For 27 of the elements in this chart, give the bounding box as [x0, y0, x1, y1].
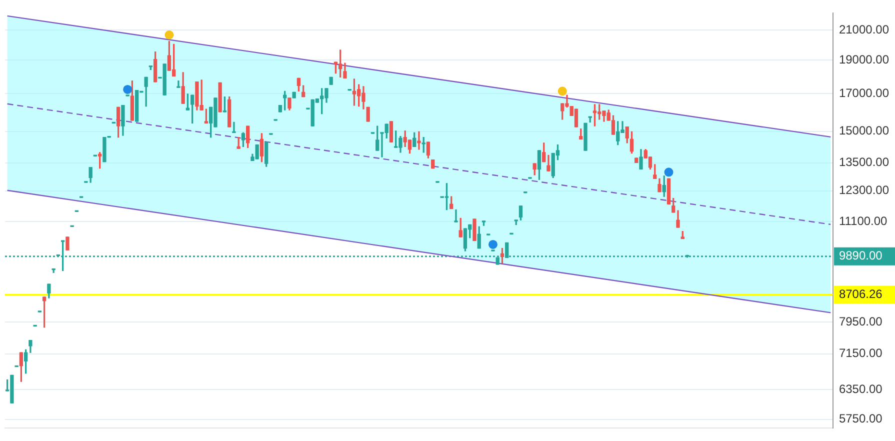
point	[164, 30, 174, 40]
point	[558, 86, 567, 96]
y-tick-label: 19000.00	[838, 52, 890, 67]
ref-line-label: 8706.26	[838, 287, 883, 301]
y-tick-label: 7150.00	[838, 346, 883, 360]
y-tick-label: 5750.00	[838, 412, 883, 426]
y-tick-label: 15000.00	[838, 124, 890, 138]
point	[488, 240, 498, 249]
candlestick	[389, 121, 394, 142]
y-tick-label: 11100.00	[838, 214, 888, 228]
y-tick-label: 7950.00	[838, 314, 883, 328]
candlestick	[472, 218, 476, 242]
candlestick	[588, 116, 592, 123]
point	[123, 84, 132, 94]
y-tick-label: 17000.00	[838, 86, 890, 100]
y-tick-label: 12300.00	[838, 183, 890, 198]
candlestick	[666, 178, 671, 204]
candlestick	[574, 108, 578, 128]
candlestick	[292, 92, 296, 98]
point	[664, 168, 674, 177]
y-tick-label: 13500.00	[838, 155, 890, 170]
candlestick	[634, 158, 638, 164]
candlestick	[66, 236, 70, 250]
y-tick-label: 6350.00	[838, 382, 883, 396]
ref-line-label: 9890.00	[838, 248, 883, 263]
y-tick-label: 21000.00	[838, 22, 890, 36]
candlestick	[584, 122, 588, 151]
